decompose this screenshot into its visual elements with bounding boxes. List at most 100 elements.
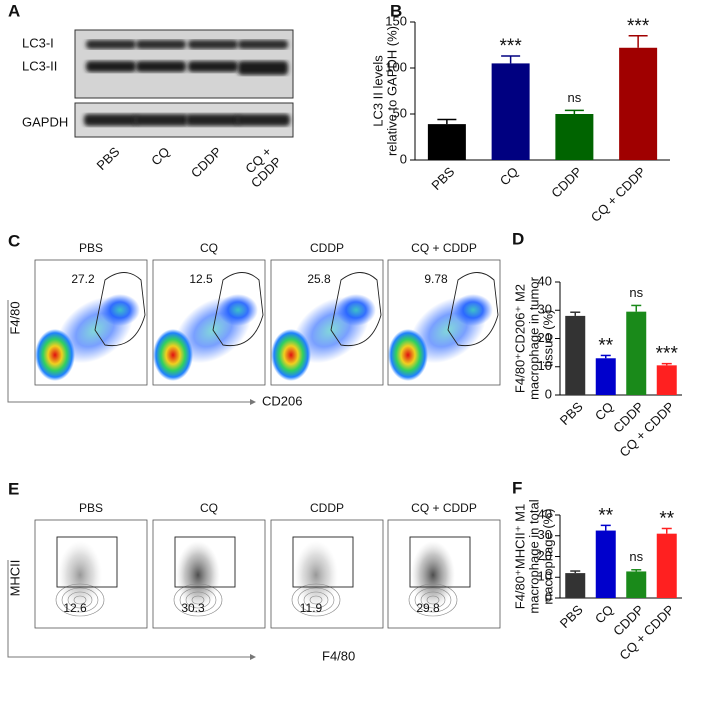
gate [56, 536, 118, 588]
plot-frame [152, 519, 266, 629]
band [84, 114, 138, 126]
y-tick-label: 40 [538, 273, 552, 288]
y-axis-label: relative to GAPDH (%) [384, 26, 399, 156]
axis-arrow [7, 300, 250, 403]
axis-label: MHCII [7, 560, 22, 597]
contour [309, 595, 323, 605]
gate [292, 536, 354, 588]
sample-title: CDDP [310, 501, 344, 515]
arrow-head [250, 399, 256, 405]
contour [414, 587, 452, 613]
cell-cloud [336, 294, 376, 326]
cell-cloud [453, 294, 493, 326]
significance: ns [568, 90, 582, 105]
gate-value: 29.8 [416, 601, 440, 615]
band [188, 61, 238, 72]
y-axis-label: F4/80⁺CD206⁺ M2 [512, 284, 527, 393]
panel-label: E [8, 479, 19, 498]
gate [174, 536, 236, 588]
contour [420, 591, 446, 609]
band-label: LC3-I [22, 35, 54, 50]
gate-value: 11.9 [300, 601, 323, 615]
contour [67, 591, 93, 609]
x-tick-label: CQ [592, 602, 616, 626]
x-tick-label: CDDP [548, 164, 585, 201]
y-axis-label: F4/80⁺MHCII⁺ M1 [512, 504, 527, 609]
y-axis-label: tissue (%) [540, 310, 555, 368]
band [134, 114, 188, 126]
contour [179, 587, 217, 613]
axis-label: F4/80 [7, 301, 22, 334]
x-tick-label: CQ + CDDP [588, 164, 649, 225]
sample-title: PBS [79, 501, 103, 515]
arrow-head [250, 654, 256, 660]
gate-value: 30.3 [181, 601, 205, 615]
gate-value: 9.78 [424, 272, 448, 286]
y-tick-label: 150 [385, 13, 407, 28]
sample-title: PBS [79, 241, 103, 255]
x-tick-label: PBS [428, 164, 457, 193]
bar [491, 63, 530, 160]
bar [626, 571, 647, 598]
y-tick-label: 20 [538, 330, 552, 345]
bar [595, 358, 616, 395]
cell-cloud [100, 294, 140, 326]
y-tick-label: 50 [393, 105, 407, 120]
contour [191, 595, 205, 605]
gate [330, 272, 382, 347]
y-axis-label: macrophage in tumor [526, 276, 541, 400]
bar [427, 124, 466, 160]
band [86, 40, 136, 49]
sample-title: CDDP [310, 241, 344, 255]
panel-label: A [8, 1, 20, 20]
y-axis-label: macrophage in total [526, 499, 541, 613]
x-tick-label: CQ [497, 164, 521, 188]
gate [94, 272, 146, 347]
significance: *** [500, 36, 523, 57]
band [186, 114, 240, 126]
band [238, 61, 288, 75]
bar [626, 311, 647, 395]
contour [173, 583, 223, 617]
contour [426, 595, 440, 605]
contour [55, 583, 105, 617]
y-tick-label: 0 [400, 151, 407, 166]
y-tick-label: 0 [545, 386, 552, 401]
bar [656, 365, 677, 395]
sample-title: CQ [200, 501, 218, 515]
band [136, 40, 186, 49]
significance: ns [629, 285, 643, 300]
y-axis-label: LC3 II levels [370, 55, 385, 127]
contour [185, 591, 211, 609]
contour [61, 587, 99, 613]
bar [619, 47, 658, 161]
y-tick-label: 10 [538, 569, 552, 584]
contour [291, 583, 341, 617]
cell-cloud [218, 294, 258, 326]
bar [565, 315, 586, 395]
band [136, 61, 186, 72]
cell-cloud [35, 329, 75, 381]
gate [212, 272, 264, 347]
y-tick-label: 100 [385, 59, 407, 74]
y-tick-label: 30 [538, 302, 552, 317]
bar [555, 114, 594, 160]
cell-cloud [388, 329, 428, 381]
axis-label: CD206 [262, 393, 302, 408]
contour [297, 587, 335, 613]
cell-cloud [271, 329, 311, 381]
sample-title: CQ + CDDP [411, 241, 477, 255]
sample-title: CQ [200, 241, 218, 255]
x-tick-label: PBS [557, 399, 586, 428]
band-label: GAPDH [22, 114, 68, 129]
cell-cloud [411, 541, 455, 609]
cell-cloud [153, 329, 193, 381]
cell-cloud [58, 541, 102, 609]
band [86, 61, 136, 72]
cell-cloud [176, 541, 220, 609]
contour [73, 595, 87, 605]
y-tick-label: 20 [538, 548, 552, 563]
bar [656, 533, 677, 598]
cell-cloud [294, 541, 338, 609]
lane-label: PBS [94, 144, 123, 173]
